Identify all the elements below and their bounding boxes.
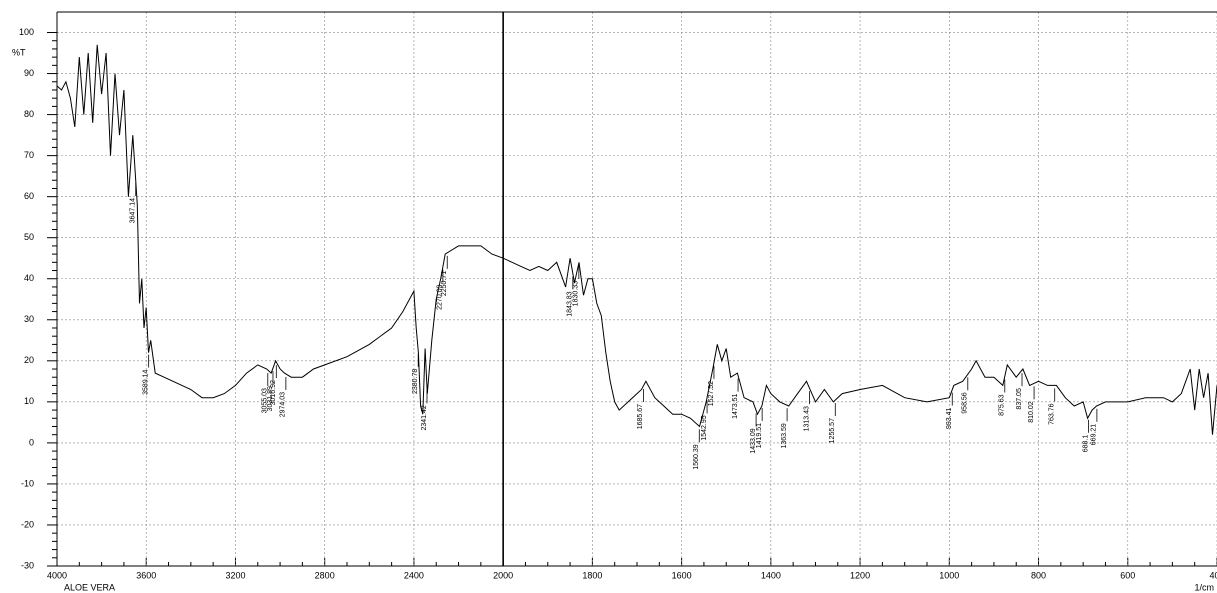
y-axis-label: %T: [12, 47, 26, 57]
peak-label: 2341.42: [421, 405, 428, 430]
peak-label: 2380.78: [412, 369, 419, 394]
x-tick-label: 400: [1209, 570, 1217, 580]
y-tick-label: 40: [24, 273, 34, 283]
peak-label: 688.1: [1082, 435, 1089, 453]
peak-label: 1527.52: [708, 381, 715, 406]
peak-label: 3055.03: [262, 388, 269, 413]
peak-label: 2270.09: [437, 284, 444, 309]
peak-label: 1473.51: [732, 393, 739, 418]
peak-label: 3647.14: [130, 198, 137, 223]
y-tick-label: 80: [24, 109, 34, 119]
peak-label: 1363.59: [781, 423, 788, 448]
peak-label: 3016.92: [270, 380, 277, 405]
peak-label: 1433.09: [750, 428, 757, 453]
chart-title: ALOE VERA: [64, 582, 115, 592]
x-tick-label: 1800: [582, 570, 602, 580]
peak-label: 837.05: [1016, 388, 1023, 410]
peak-label: 1560.39: [693, 444, 700, 469]
peak-label: 1685.67: [637, 404, 644, 429]
peak-label: 2250.71: [441, 271, 448, 296]
peak-label: 3589.14: [142, 369, 149, 394]
spectrum-line: [56, 44, 1217, 435]
y-tick-label: 50: [24, 232, 34, 242]
x-tick-label: 3200: [225, 570, 245, 580]
peak-label: 763.76: [1049, 403, 1056, 425]
peak-label: 3031.89: [267, 386, 274, 411]
peak-label: 1830.33: [573, 281, 580, 306]
y-tick-label: -10: [21, 478, 34, 488]
y-tick-label: 30: [24, 314, 34, 324]
y-tick-label: 60: [24, 191, 34, 201]
peak-label: 1542.95: [701, 415, 708, 440]
x-tick-label: 3600: [136, 570, 156, 580]
peak-label: 810.02: [1028, 401, 1035, 423]
y-tick-label: 70: [24, 150, 34, 160]
x-tick-label: 1000: [939, 570, 959, 580]
x-tick-label: 1200: [850, 570, 870, 580]
peak-label: 993.41: [946, 408, 953, 430]
y-tick-label: 20: [24, 355, 34, 365]
x-tick-label: 1400: [761, 570, 781, 580]
peak-label: 2974.03: [280, 392, 287, 417]
x-tick-label: 600: [1120, 570, 1135, 580]
peak-label: 1255.57: [829, 418, 836, 443]
peak-label: 1313.43: [803, 406, 810, 431]
x-tick-label: 2000: [493, 570, 513, 580]
x-tick-label: 2800: [315, 570, 335, 580]
x-tick-label: 800: [1031, 570, 1046, 580]
x-axis-label: 1/cm: [1194, 582, 1214, 592]
y-tick-label: -30: [21, 560, 34, 570]
y-tick-label: 0: [29, 437, 34, 447]
peak-label: 1843.83: [567, 291, 574, 316]
y-tick-label: 10: [24, 396, 34, 406]
x-tick-label: 4000: [47, 570, 67, 580]
y-tick-label: -20: [21, 519, 34, 529]
peak-label: 669.21: [1091, 424, 1098, 446]
y-tick-label: 90: [24, 68, 34, 78]
peak-label: 875.63: [999, 394, 1006, 416]
peak-label: 958.56: [962, 392, 969, 414]
peak-label: 1419.51: [756, 423, 763, 448]
y-tick-label: 100: [19, 27, 34, 37]
x-tick-label: 1600: [672, 570, 692, 580]
x-tick-label: 2400: [404, 570, 424, 580]
